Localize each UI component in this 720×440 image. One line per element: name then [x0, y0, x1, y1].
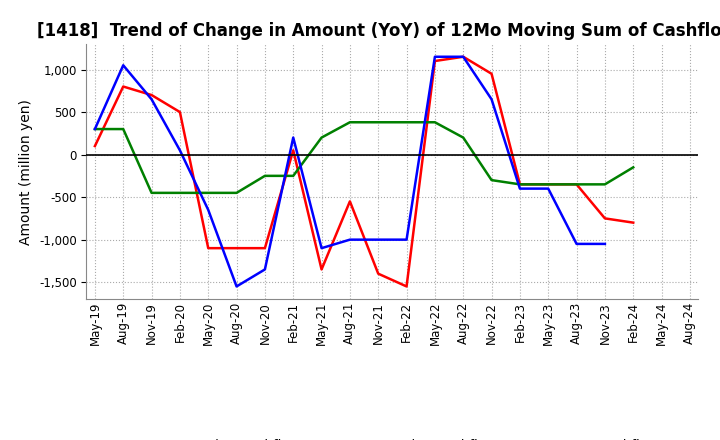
Operating Cashflow — [516, 182, 524, 187]
Free Cashflow — [374, 237, 382, 242]
Investing Cashflow — [629, 165, 637, 170]
Operating Cashflow — [629, 220, 637, 225]
Free Cashflow — [572, 241, 581, 246]
Free Cashflow — [318, 246, 326, 251]
Operating Cashflow — [402, 284, 411, 289]
Free Cashflow — [402, 237, 411, 242]
Title: [1418]  Trend of Change in Amount (YoY) of 12Mo Moving Sum of Cashflows: [1418] Trend of Change in Amount (YoY) o… — [37, 22, 720, 40]
Investing Cashflow — [119, 126, 127, 132]
Free Cashflow — [91, 126, 99, 132]
Investing Cashflow — [233, 190, 241, 195]
Investing Cashflow — [176, 190, 184, 195]
Free Cashflow — [487, 97, 496, 102]
Free Cashflow — [176, 148, 184, 153]
Operating Cashflow — [346, 199, 354, 204]
Operating Cashflow — [374, 271, 382, 276]
Free Cashflow — [459, 54, 467, 59]
Operating Cashflow — [148, 92, 156, 98]
Operating Cashflow — [261, 246, 269, 251]
Operating Cashflow — [91, 143, 99, 149]
Operating Cashflow — [119, 84, 127, 89]
Investing Cashflow — [346, 120, 354, 125]
Operating Cashflow — [204, 246, 212, 251]
Investing Cashflow — [148, 190, 156, 195]
Investing Cashflow — [289, 173, 297, 179]
Investing Cashflow — [204, 190, 212, 195]
Investing Cashflow — [600, 182, 609, 187]
Free Cashflow — [544, 186, 552, 191]
Investing Cashflow — [459, 135, 467, 140]
Y-axis label: Amount (million yen): Amount (million yen) — [19, 99, 33, 245]
Free Cashflow — [261, 267, 269, 272]
Free Cashflow — [119, 62, 127, 68]
Operating Cashflow — [544, 182, 552, 187]
Operating Cashflow — [233, 246, 241, 251]
Investing Cashflow — [572, 182, 581, 187]
Investing Cashflow — [374, 120, 382, 125]
Investing Cashflow — [261, 173, 269, 179]
Free Cashflow — [516, 186, 524, 191]
Free Cashflow — [346, 237, 354, 242]
Operating Cashflow — [572, 182, 581, 187]
Investing Cashflow — [544, 182, 552, 187]
Operating Cashflow — [431, 59, 439, 64]
Operating Cashflow — [487, 71, 496, 77]
Operating Cashflow — [176, 110, 184, 115]
Free Cashflow — [431, 54, 439, 59]
Operating Cashflow — [289, 148, 297, 153]
Free Cashflow — [600, 241, 609, 246]
Line: Free Cashflow: Free Cashflow — [95, 57, 605, 286]
Free Cashflow — [289, 135, 297, 140]
Free Cashflow — [204, 207, 212, 213]
Operating Cashflow — [600, 216, 609, 221]
Investing Cashflow — [402, 120, 411, 125]
Investing Cashflow — [318, 135, 326, 140]
Line: Operating Cashflow: Operating Cashflow — [95, 57, 633, 286]
Investing Cashflow — [516, 182, 524, 187]
Investing Cashflow — [487, 177, 496, 183]
Legend: Operating Cashflow, Investing Cashflow, Free Cashflow: Operating Cashflow, Investing Cashflow, … — [120, 433, 665, 440]
Operating Cashflow — [318, 267, 326, 272]
Operating Cashflow — [459, 54, 467, 59]
Investing Cashflow — [91, 126, 99, 132]
Investing Cashflow — [431, 120, 439, 125]
Free Cashflow — [148, 97, 156, 102]
Line: Investing Cashflow: Investing Cashflow — [95, 122, 633, 193]
Free Cashflow — [233, 284, 241, 289]
